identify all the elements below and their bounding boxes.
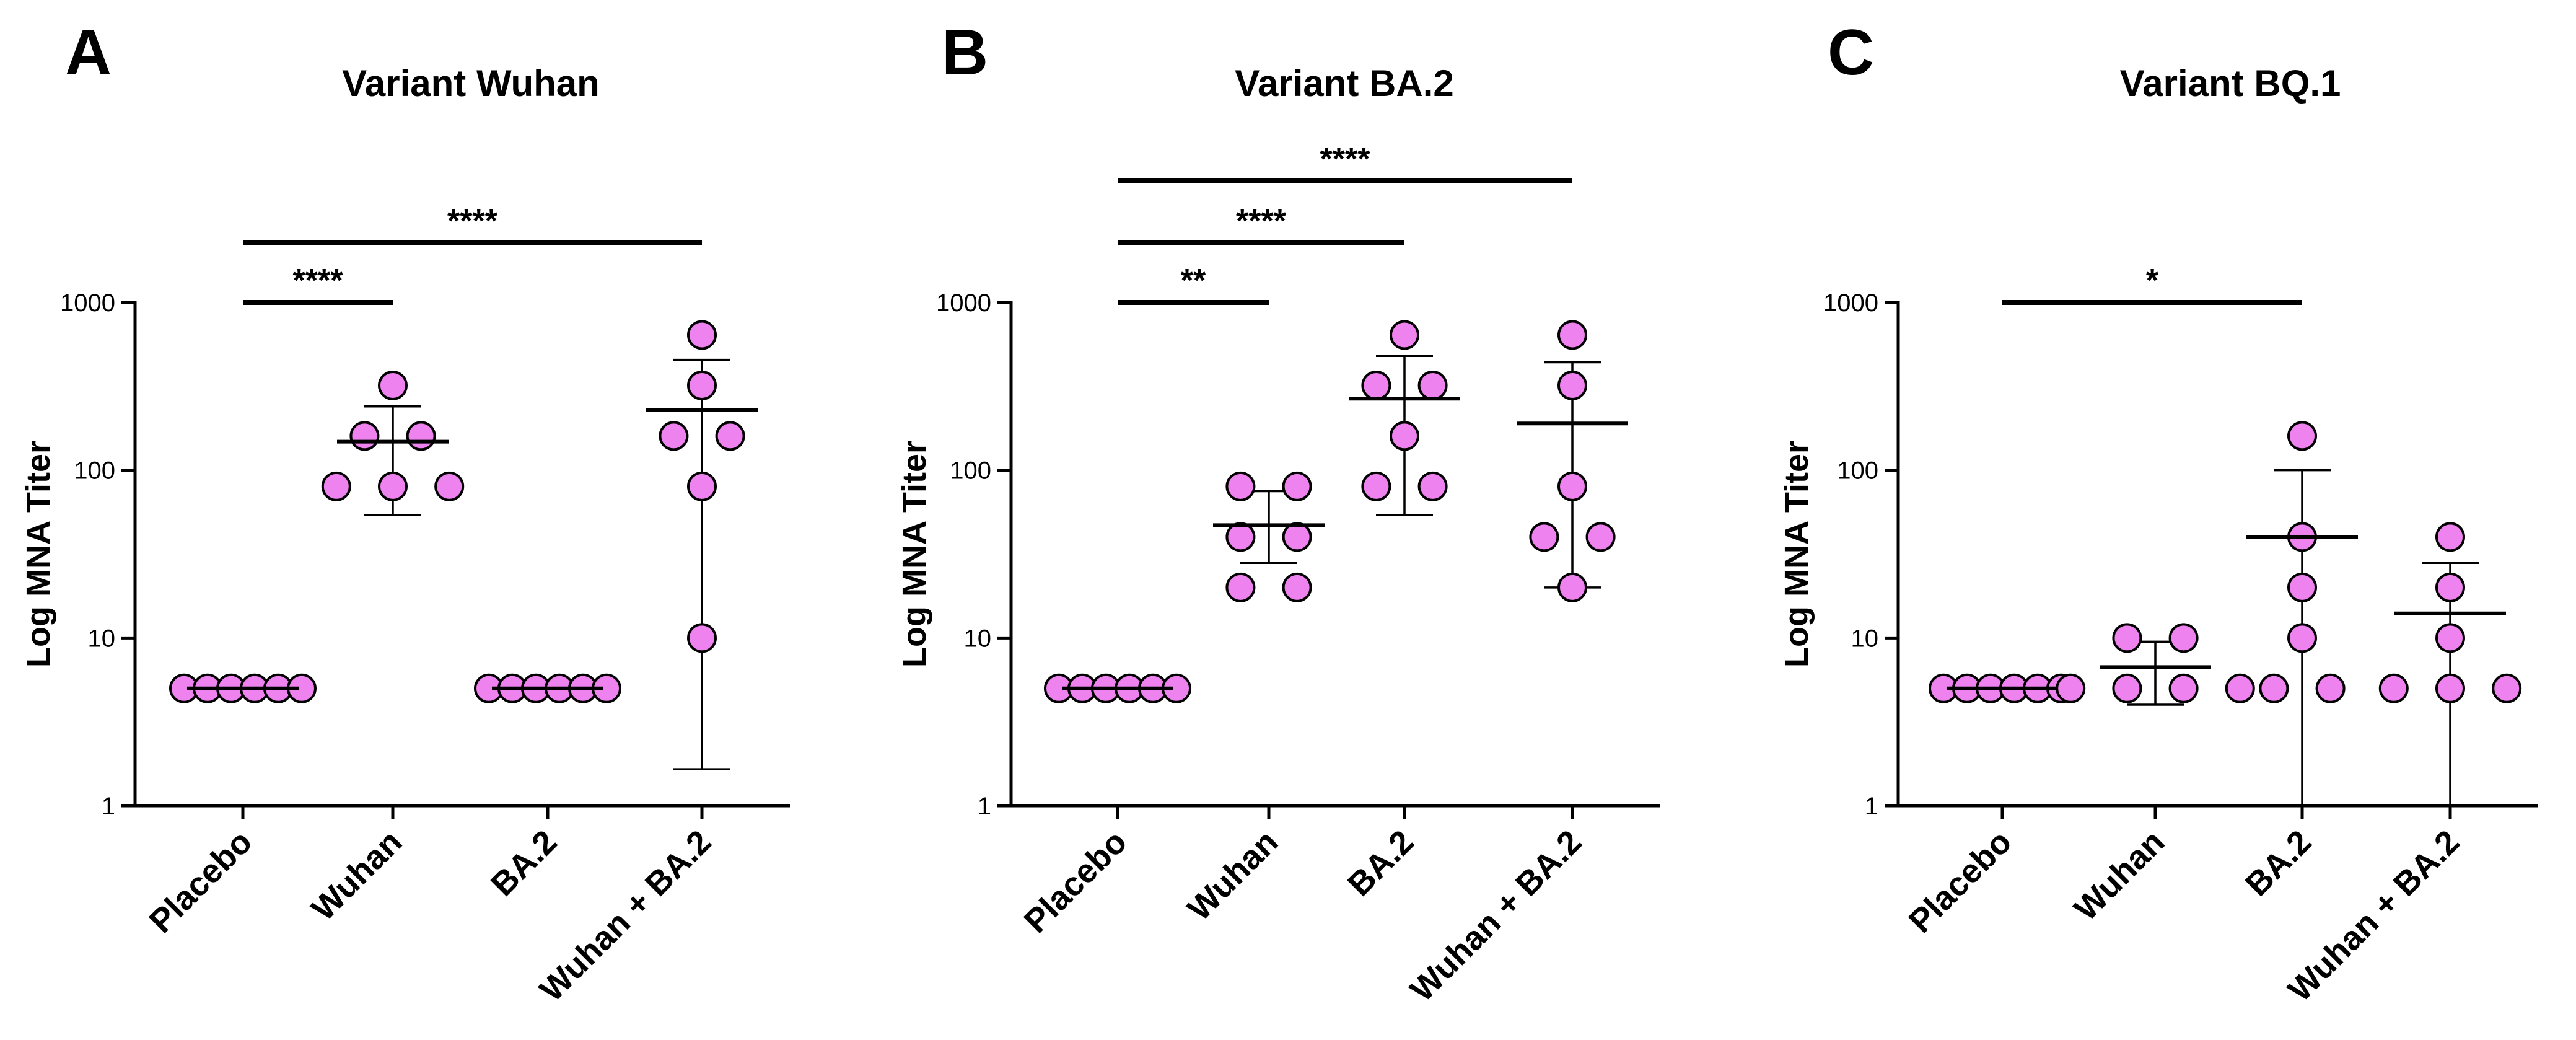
x-tick-label: Placebo <box>1902 823 2019 940</box>
data-point <box>1282 471 1312 501</box>
data-point <box>2435 522 2465 552</box>
data-point <box>321 471 351 501</box>
data-point <box>406 421 436 451</box>
data-point <box>2287 572 2317 602</box>
data-point <box>1390 320 1419 350</box>
y-tick-label: 10 <box>964 625 992 652</box>
data-point <box>1390 421 1419 451</box>
data-point <box>1585 522 1616 552</box>
chart-title: Variant BA.2 <box>1235 63 1453 104</box>
y-tick-label: 10 <box>88 625 116 652</box>
panel-letter: C <box>1828 17 1874 89</box>
data-point <box>2168 673 2199 703</box>
y-tick-label: 100 <box>74 457 115 485</box>
y-axis-label: Log MNA Titer <box>1778 441 1815 668</box>
data-point <box>687 320 717 350</box>
y-tick-label: 1000 <box>1823 289 1878 317</box>
data-point <box>2435 572 2465 602</box>
significance-label: **** <box>447 203 498 239</box>
panel-letter: A <box>65 17 112 89</box>
y-axis-label: Log MNA Titer <box>20 441 57 668</box>
y-tick-label: 100 <box>1837 457 1878 485</box>
significance-label: **** <box>293 263 344 299</box>
x-tick-label: BA.2 <box>1341 823 1421 903</box>
data-point <box>2435 623 2465 653</box>
x-tick-label: Wuhan <box>1180 823 1285 928</box>
data-point <box>1361 370 1391 400</box>
chart-panel-c: C Variant BQ.1 Log MNA Titer 1 10 100 1000 Plac… <box>1778 17 2538 1009</box>
data-point <box>2056 673 2086 703</box>
y-tick-label: 1000 <box>936 289 991 317</box>
chart-title: Variant Wuhan <box>342 63 600 104</box>
significance-label: ** <box>1181 263 1206 299</box>
data-point <box>2112 623 2142 653</box>
data-point <box>1417 471 1448 501</box>
x-tick-label: Placebo <box>1017 823 1134 940</box>
data-point <box>378 370 408 400</box>
data-point <box>2378 673 2409 703</box>
chart-title: Variant BQ.1 <box>2120 63 2341 104</box>
data-point <box>1225 522 1256 552</box>
panel-letter: B <box>942 17 988 89</box>
data-point <box>1282 572 1312 602</box>
significance-label: * <box>2146 263 2159 299</box>
x-tick-label: Wuhan <box>304 823 409 928</box>
data-point <box>1282 522 1312 552</box>
data-point <box>378 471 408 501</box>
data-point <box>687 471 717 501</box>
data-point <box>2492 673 2522 703</box>
x-tick-label: BA.2 <box>484 823 564 903</box>
data-point <box>687 623 717 653</box>
data-point <box>2435 673 2465 703</box>
data-point <box>1557 471 1587 501</box>
data-point <box>1417 370 1448 400</box>
data-point <box>1557 370 1587 400</box>
data-point <box>2287 623 2317 653</box>
data-point <box>1225 572 1256 602</box>
y-axis-label: Log MNA Titer <box>896 441 933 668</box>
data-point <box>349 421 380 451</box>
data-point <box>687 370 717 400</box>
chart-panel-b: B Variant BA.2 Log MNA Titer 1 10 100 1000 Plac… <box>896 17 1660 1009</box>
data-point <box>1361 471 1391 501</box>
data-point <box>715 421 745 451</box>
data-point <box>1529 522 1559 552</box>
data-point <box>2287 421 2317 451</box>
significance-label: **** <box>1236 203 1287 239</box>
data-point <box>659 421 689 451</box>
y-tick-label: 10 <box>1851 625 1879 652</box>
data-point <box>434 471 465 501</box>
data-point <box>2112 673 2142 703</box>
y-tick-label: 100 <box>950 457 991 485</box>
x-tick-label: Placebo <box>142 823 260 940</box>
y-tick-label: 1 <box>1865 793 1878 820</box>
data-point <box>2225 673 2255 703</box>
data-point <box>1557 572 1587 602</box>
data-point <box>2315 673 2346 703</box>
data-point <box>2259 673 2289 703</box>
chart-panel-a: A Variant Wuhan Log MNA Titer 1 10 100 1000 Pla… <box>20 17 790 1009</box>
significance-label: **** <box>1320 141 1371 177</box>
data-point <box>1225 471 1256 501</box>
x-tick-label: Wuhan + BA.2 <box>1403 823 1589 1009</box>
x-tick-label: BA.2 <box>2238 823 2318 903</box>
x-tick-label: Wuhan <box>2067 823 2171 928</box>
y-tick-label: 1000 <box>60 289 115 317</box>
data-point <box>2168 623 2199 653</box>
data-point <box>1557 320 1587 350</box>
y-tick-label: 1 <box>102 793 115 820</box>
y-tick-label: 1 <box>978 793 991 820</box>
